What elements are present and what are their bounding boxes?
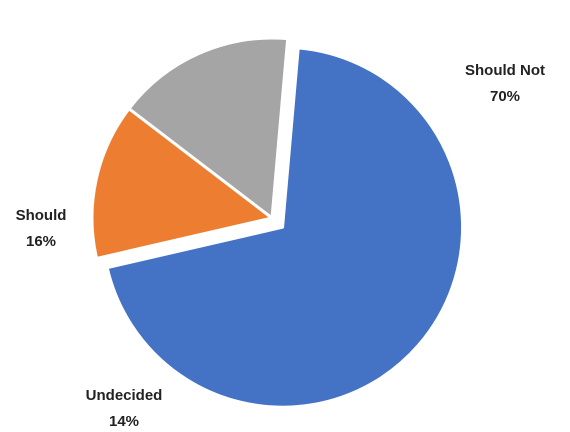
pie-slice-undecided [90, 107, 274, 260]
pie-slices [90, 36, 465, 409]
slice-value-should: 16% [26, 233, 56, 250]
pie-slice-should [127, 36, 290, 220]
slice-value-undecided: 14% [109, 413, 139, 430]
slice-name-undecided: Undecided [86, 387, 163, 404]
slice-value-should-not: 70% [490, 88, 520, 105]
slice-name-should-not: Should Not [465, 62, 545, 79]
pie-labels: Should Not 70% Undecided 14% Should 16% [16, 62, 545, 430]
slice-name-should: Should [16, 207, 67, 224]
pie-slice-should-not [105, 46, 465, 409]
